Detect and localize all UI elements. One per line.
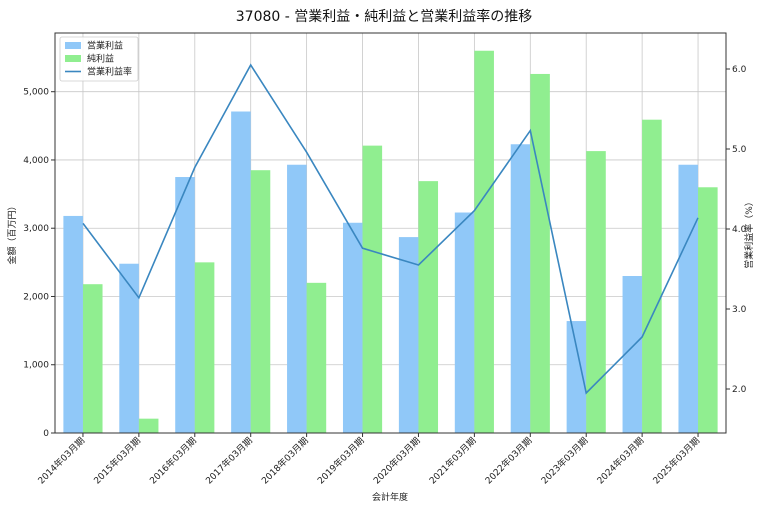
bars: [63, 50, 718, 434]
x-tick-label: 2022年03月期: [483, 435, 535, 487]
operating-margin-line: [82, 63, 699, 395]
y-tick-label: 2,000: [23, 292, 49, 302]
y-axis-label: 金額（百万円）: [6, 201, 18, 264]
x-tick-label: 2018年03月期: [259, 435, 311, 487]
x-tick-label: 2014年03月期: [35, 435, 87, 487]
bar-net-profit: [82, 284, 103, 433]
legend-label: 純利益: [87, 53, 114, 65]
y2-tick-label: 2.0: [732, 385, 747, 395]
y2-tick-label: 5.0: [732, 145, 747, 155]
chart-title: 37080 - 営業利益・純利益と営業利益率の推移: [236, 8, 533, 25]
bar-operating-profit: [119, 263, 139, 433]
bar-net-profit: [306, 282, 327, 433]
x-tick-label: 2024年03月期: [594, 435, 646, 487]
bar-operating-profit: [454, 212, 475, 433]
legend-label: 営業利益率: [87, 66, 132, 78]
bar-operating-profit: [622, 276, 643, 433]
legend-swatch: [65, 42, 81, 49]
bar-net-profit: [530, 73, 550, 434]
y2-axis-label: 営業利益率（%）: [743, 197, 755, 269]
x-tick-label: 2020年03月期: [371, 435, 423, 487]
plot-frame: [54, 32, 727, 434]
x-tick-label: 2019年03月期: [315, 435, 367, 487]
y2-tick-label: 4.0: [732, 225, 747, 235]
bar-operating-profit: [566, 321, 587, 433]
legend-label: 営業利益: [87, 40, 123, 52]
x-tick-label: 2025年03月期: [650, 435, 702, 487]
y-tick-label: 1,000: [23, 361, 49, 371]
bar-net-profit: [138, 418, 159, 433]
x-tick-label: 2016年03月期: [147, 435, 199, 487]
legend-swatch: [65, 55, 81, 62]
bar-operating-profit: [175, 177, 195, 433]
bar-net-profit: [418, 181, 439, 433]
bar-operating-profit: [678, 164, 699, 434]
bar-operating-profit: [510, 144, 531, 433]
x-tick-label: 2015年03月期: [91, 435, 143, 487]
y2-tick-label: 6.0: [732, 65, 747, 75]
bar-operating-profit: [231, 111, 251, 433]
x-axis-label: 会計年度: [372, 491, 408, 503]
y-tick-label: 4,000: [23, 156, 49, 166]
bar-operating-profit: [342, 222, 363, 433]
bar-net-profit: [194, 262, 215, 433]
bar-operating-profit: [398, 237, 419, 433]
bar-operating-profit: [63, 215, 83, 433]
bar-operating-profit: [287, 164, 307, 434]
line-series: [82, 63, 699, 395]
y-tick-label: 3,000: [23, 224, 49, 234]
bar-net-profit: [250, 170, 271, 434]
y-tick-label: 0: [43, 429, 49, 439]
bar-net-profit: [698, 187, 718, 433]
bar-net-profit: [362, 145, 383, 433]
bar-net-profit: [586, 151, 606, 433]
x-tick-label: 2021年03月期: [427, 435, 479, 487]
x-tick-label: 2017年03月期: [203, 435, 255, 487]
bar-net-profit: [642, 119, 662, 433]
y2-tick-label: 3.0: [732, 305, 747, 315]
bar-net-profit: [474, 50, 494, 434]
y-tick-label: 5,000: [23, 88, 49, 98]
x-tick-label: 2023年03月期: [538, 435, 590, 487]
